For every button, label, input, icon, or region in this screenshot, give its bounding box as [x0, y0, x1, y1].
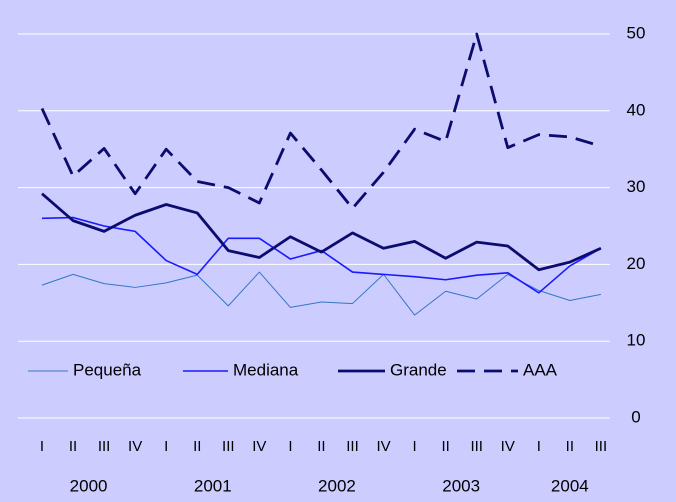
- series-line: [41, 216, 602, 294]
- legend-label: AAA: [523, 360, 558, 379]
- x-tick-label: III: [98, 438, 111, 455]
- x-tick-label: II: [566, 438, 574, 455]
- x-tick-label: IV: [128, 438, 142, 455]
- year-label: 2000: [70, 476, 108, 495]
- x-tick-label: II: [69, 438, 77, 455]
- x-tick-label: IV: [501, 438, 515, 455]
- y-tick-label: 20: [627, 254, 646, 273]
- year-label: 2001: [194, 476, 232, 495]
- legend-label: Grande: [390, 360, 447, 379]
- series-line: [40, 32, 602, 210]
- year-label: 2003: [442, 476, 480, 495]
- series-line: [41, 271, 601, 316]
- x-tick-label: III: [346, 438, 359, 455]
- year-label: 2004: [551, 476, 589, 495]
- legend-label: Pequeña: [73, 360, 142, 379]
- x-tick-label: I: [40, 438, 44, 455]
- x-tick-label: III: [470, 438, 483, 455]
- x-tick-label: I: [288, 438, 292, 455]
- y-tick-label: 10: [627, 331, 646, 350]
- y-tick-label: 40: [627, 100, 646, 119]
- year-label: 2002: [318, 476, 356, 495]
- y-tick-label: 0: [631, 407, 640, 426]
- legend-label: Mediana: [233, 360, 299, 379]
- x-tick-label: IV: [376, 438, 390, 455]
- y-tick-label: 50: [627, 23, 646, 42]
- x-tick-label: I: [164, 438, 168, 455]
- x-tick-label: IV: [252, 438, 266, 455]
- x-tick-label: III: [222, 438, 235, 455]
- y-tick-label: 30: [627, 177, 646, 196]
- x-tick-label: II: [317, 438, 325, 455]
- series-line: [41, 192, 602, 272]
- x-tick-label: II: [193, 438, 201, 455]
- x-tick-label: I: [537, 438, 541, 455]
- x-tick-label: II: [441, 438, 449, 455]
- x-tick-label: III: [595, 438, 608, 455]
- x-tick-label: I: [413, 438, 417, 455]
